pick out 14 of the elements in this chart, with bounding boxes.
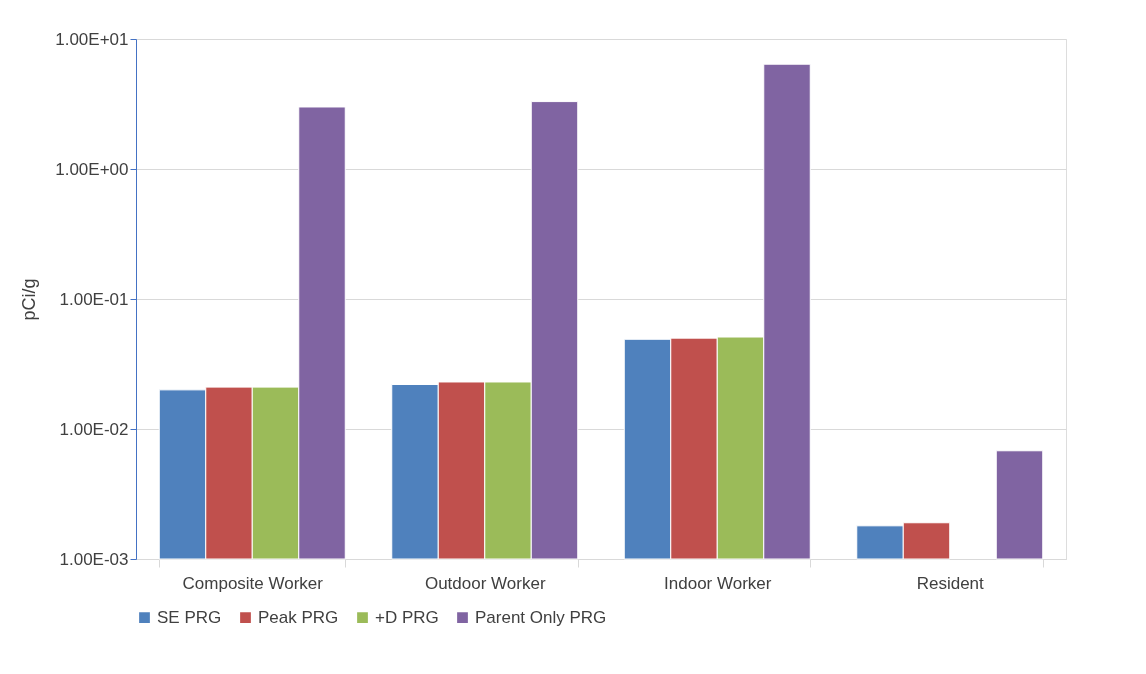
- y-tick-label: 1.00E+00: [55, 159, 129, 179]
- legend-label: Peak PRG: [258, 607, 339, 627]
- y-axis-title: pCi/g: [19, 278, 40, 321]
- legend-label: +D PRG: [375, 607, 439, 627]
- legend-label: SE PRG: [157, 607, 222, 627]
- x-tick-label: Resident: [916, 573, 985, 593]
- y-tick-label: 1.00E-02: [59, 419, 129, 439]
- x-tick-label: Composite Worker: [182, 573, 324, 593]
- legend-label: Parent Only PRG: [475, 607, 607, 627]
- x-tick-label: Outdoor Worker: [424, 573, 546, 593]
- y-tick-label: 1.00E+01: [55, 29, 129, 49]
- y-tick-label: 1.00E-01: [59, 289, 129, 309]
- x-tick-label: Indoor Worker: [664, 573, 772, 593]
- y-tick-label: 1.00E-03: [59, 549, 129, 569]
